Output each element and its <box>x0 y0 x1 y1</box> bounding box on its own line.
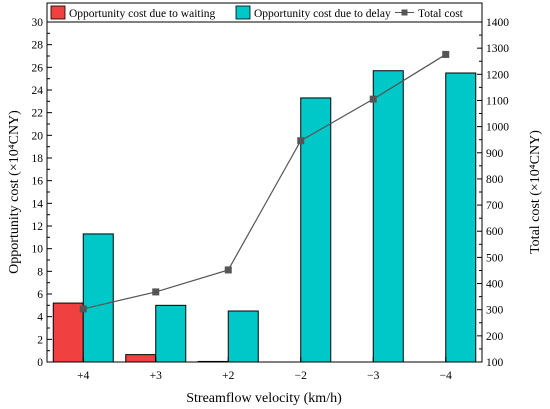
total-cost-point-3 <box>297 137 305 145</box>
x-tick-label-4: −3 <box>367 370 379 382</box>
left-tick-label-1: 2 <box>37 334 43 346</box>
right-tick-label-13: 1400 <box>486 17 509 29</box>
left-tick-label-0: 0 <box>37 357 43 369</box>
legend-swatch-delay <box>235 5 251 20</box>
total-cost-line <box>83 53 447 310</box>
total-cost-point-1 <box>152 288 160 296</box>
x-tick-label-0: +4 <box>77 370 89 382</box>
right-tick-label-12: 1300 <box>486 43 509 55</box>
legend-marker-total <box>401 9 408 16</box>
right-axis-title: Total cost (×10⁴CNY) <box>528 130 543 254</box>
left-tick-label-7: 14 <box>32 198 44 210</box>
total-cost-point-2 <box>224 266 232 274</box>
legend-swatch-waiting <box>50 5 66 20</box>
bar-delay-5 <box>445 72 477 363</box>
left-tick-label-4: 8 <box>37 266 43 278</box>
bar-delay-3 <box>300 97 332 363</box>
x-axis: +4 +3 +2 −2 −3 −4 <box>77 357 452 382</box>
right-tick-label-1: 200 <box>486 331 504 343</box>
bar-delay-0 <box>82 233 114 363</box>
legend-label-delay: Opportunity cost due to delay <box>254 8 391 20</box>
right-tick-label-0: 100 <box>486 357 504 369</box>
line-layer <box>79 50 450 313</box>
left-tick-label-3: 6 <box>37 289 43 301</box>
left-tick-label-12: 24 <box>32 85 44 97</box>
total-cost-point-5 <box>442 50 450 58</box>
left-tick-label-9: 18 <box>32 153 44 165</box>
right-tick-label-8: 900 <box>486 148 504 160</box>
left-tick-label-2: 4 <box>37 312 43 324</box>
x-axis-title: Streamflow velocity (km/h) <box>186 391 342 406</box>
bar-waiting-0 <box>52 302 84 363</box>
left-tick-label-6: 12 <box>32 221 44 233</box>
left-axis-title: Opportunity cost (×10⁴CNY) <box>7 110 22 274</box>
legend-box <box>46 2 483 23</box>
right-tick-label-11: 1200 <box>486 69 509 81</box>
right-tick-label-2: 300 <box>486 305 504 317</box>
total-cost-point-0 <box>79 305 87 313</box>
right-tick-label-7: 800 <box>486 174 504 186</box>
right-tick-label-6: 700 <box>486 200 504 212</box>
x-tick-label-3: −2 <box>295 370 307 382</box>
x-tick-label-2: +2 <box>222 370 234 382</box>
left-tick-label-5: 10 <box>32 244 44 256</box>
bars-layer <box>52 70 477 363</box>
bar-waiting-1 <box>125 354 157 363</box>
bar-waiting-2 <box>197 360 229 363</box>
right-tick-label-10: 1100 <box>486 95 509 107</box>
bar-delay-2 <box>227 310 259 363</box>
right-axis: 100 200 300 400 500 600 700 800 900 1000 1100 1200 1… <box>477 17 509 369</box>
bar-delay-4 <box>372 70 404 363</box>
legend-label-total: Total cost <box>418 8 464 20</box>
left-tick-label-10: 20 <box>32 130 44 142</box>
total-cost-point-4 <box>369 95 377 103</box>
left-tick-label-13: 26 <box>32 62 44 74</box>
left-tick-label-11: 22 <box>32 108 44 120</box>
right-tick-label-9: 1000 <box>486 122 509 134</box>
x-tick-label-5: −4 <box>440 370 452 382</box>
bar-delay-1 <box>155 304 187 363</box>
left-tick-label-15: 30 <box>32 17 44 29</box>
legend-label-waiting: Opportunity cost due to waiting <box>69 8 216 20</box>
left-tick-label-8: 16 <box>32 176 44 188</box>
right-tick-label-4: 500 <box>486 252 504 264</box>
x-tick-label-1: +3 <box>150 370 162 382</box>
right-tick-label-3: 400 <box>486 279 504 291</box>
right-tick-label-5: 600 <box>486 226 504 238</box>
legend: Opportunity cost due to waiting Opportun… <box>46 2 483 23</box>
left-tick-label-14: 28 <box>32 40 44 52</box>
